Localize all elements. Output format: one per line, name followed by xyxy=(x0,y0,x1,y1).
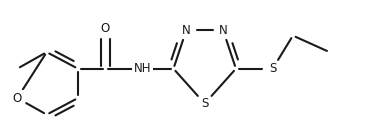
Text: O: O xyxy=(13,92,22,105)
Text: N: N xyxy=(219,24,228,37)
Text: S: S xyxy=(201,97,208,110)
Text: O: O xyxy=(101,22,110,35)
Text: S: S xyxy=(269,62,276,75)
Text: NH: NH xyxy=(133,62,151,75)
Text: N: N xyxy=(182,24,191,37)
